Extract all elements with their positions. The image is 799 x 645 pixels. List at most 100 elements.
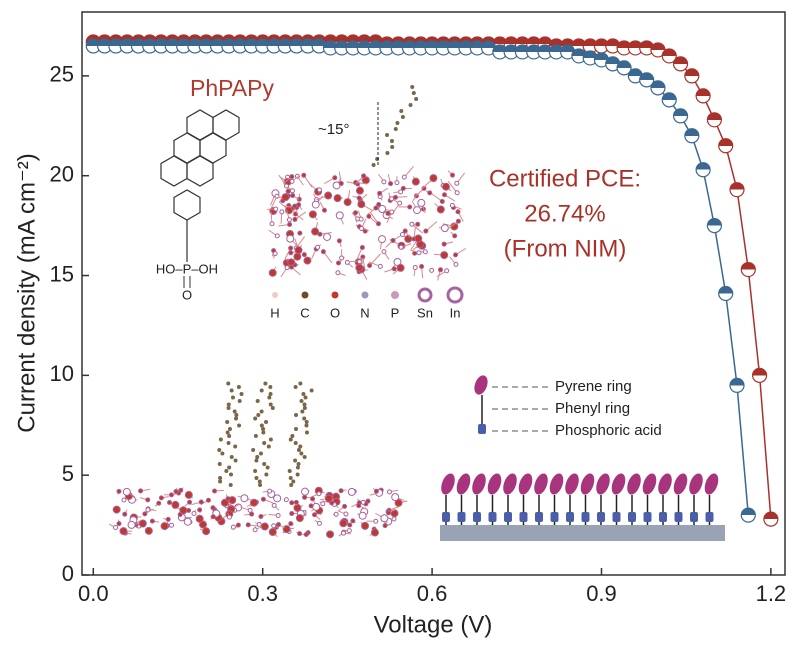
marker [616,60,632,76]
atom [408,103,413,107]
atom [360,499,366,505]
atom [274,233,280,239]
atom [259,388,264,393]
atom [261,430,266,435]
marker [639,72,655,88]
atom [396,263,405,272]
atom [225,420,230,424]
atom [380,514,389,523]
marker [740,507,756,523]
atom-key [446,286,464,304]
atom [441,241,447,247]
atom [286,217,292,223]
atom [441,192,447,198]
atom [399,109,404,113]
marker [718,138,734,154]
marker [684,128,700,144]
atom [317,231,323,237]
marker [695,88,711,104]
atom [397,200,403,206]
atom [149,518,155,524]
atom [299,451,304,456]
atom [391,493,400,502]
atom [254,476,259,480]
marker [672,56,689,72]
atom [205,497,211,503]
atom [273,206,279,212]
atom [394,180,400,186]
atom [429,174,438,183]
atom [389,139,394,143]
atom [265,465,270,470]
sam-legend-label: Phenyl ring [555,400,630,417]
atom [366,213,372,219]
atom [301,487,310,496]
atom [184,490,193,499]
atom [340,530,346,536]
atom [245,522,251,528]
atom [338,180,344,186]
sam-anchor [705,512,714,522]
atom [440,224,449,233]
sam-head [642,473,657,495]
atom [283,183,289,189]
atom [296,196,302,202]
atom [113,525,119,531]
atom [290,193,296,199]
atom [224,469,229,473]
sam-head [580,473,595,495]
y-tick-label: 15 [50,261,74,286]
atom [275,512,281,518]
atom [256,413,261,417]
atom [454,190,460,196]
atom [315,244,321,250]
sam-anchor [628,512,636,522]
atom [263,381,268,386]
sam-head [565,473,579,495]
sam-anchor [612,512,621,522]
atom [296,462,301,466]
substrate [440,525,725,541]
pce-line: Certified PCE: [489,165,641,192]
atom [289,174,295,180]
atom [286,234,295,243]
atom [268,268,277,277]
atom-legend-label: Sn [417,305,433,320]
atom [355,263,364,272]
sam-legend-label: Phosphoric acid [555,422,662,439]
sam-anchor [535,512,543,522]
atom [293,385,298,389]
ring [160,155,188,187]
atom [312,512,318,518]
atom [233,458,238,463]
atom [300,409,305,414]
atom [398,244,404,250]
y-tick-label: 10 [50,361,74,386]
atom [210,514,216,520]
atom [381,179,387,185]
atom [264,472,269,477]
atom [393,127,398,131]
atom [343,511,349,517]
atom [290,434,295,438]
atom [202,527,211,536]
atom [316,187,322,193]
y-tick-label: 20 [50,162,74,187]
atom [346,528,352,534]
atom [268,385,273,389]
atom [391,266,397,272]
atom [343,198,352,207]
atom [303,531,309,537]
atom [320,249,326,255]
atom [168,492,174,498]
atom [232,409,237,414]
atom [121,497,127,503]
atom [258,451,263,456]
atom-legend-label: N [360,305,369,320]
atom [166,500,172,506]
atom [234,416,239,421]
atom [138,519,147,528]
sam-anchor [597,512,605,522]
sam-head [456,473,471,495]
atom [254,458,259,463]
